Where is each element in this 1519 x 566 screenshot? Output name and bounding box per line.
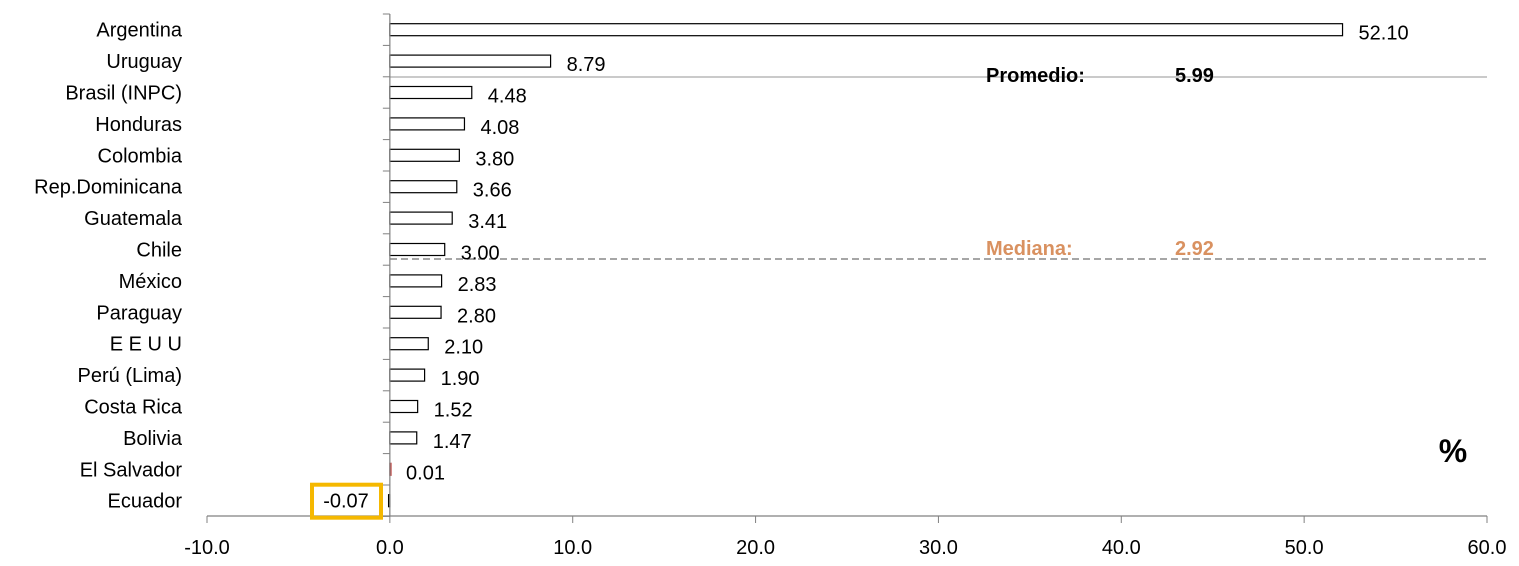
bar bbox=[389, 368, 426, 382]
value-label: 8.79 bbox=[567, 54, 606, 76]
value-label: 0.01 bbox=[406, 462, 445, 484]
tick-label: -10.0 bbox=[184, 537, 230, 559]
bar bbox=[389, 305, 442, 319]
tick-label: 30.0 bbox=[919, 537, 958, 559]
category-label: Bolivia bbox=[123, 428, 183, 450]
category-label: El Salvador bbox=[80, 459, 183, 481]
reference-lines: Promedio: 5.99 Mediana: 2.92 bbox=[390, 65, 1487, 260]
reference-line-value: 5.99 bbox=[1175, 65, 1214, 87]
tick-label: 10.0 bbox=[553, 537, 592, 559]
tick-label: 60.0 bbox=[1468, 537, 1507, 559]
bars bbox=[387, 23, 1344, 508]
category-label: Honduras bbox=[95, 114, 182, 136]
value-label: 1.90 bbox=[441, 368, 480, 390]
category-label: Colombia bbox=[98, 145, 183, 167]
category-label: Rep.Dominicana bbox=[34, 177, 183, 199]
value-label: 3.66 bbox=[473, 180, 512, 202]
category-label: Ecuador bbox=[108, 491, 183, 513]
value-label: 3.00 bbox=[461, 243, 500, 265]
category-label: Costa Rica bbox=[84, 397, 183, 419]
tick-label: 50.0 bbox=[1285, 537, 1324, 559]
tick-label: 0.0 bbox=[376, 537, 404, 559]
highlight-box bbox=[310, 482, 383, 520]
bar bbox=[389, 274, 443, 288]
tick-label: 40.0 bbox=[1102, 537, 1141, 559]
category-label: Paraguay bbox=[96, 302, 182, 324]
value-label: 3.41 bbox=[468, 211, 507, 233]
bar bbox=[389, 54, 552, 68]
value-label: 3.80 bbox=[475, 148, 514, 170]
category-label: Uruguay bbox=[106, 51, 182, 73]
category-label: E E U U bbox=[110, 334, 182, 356]
bar bbox=[389, 117, 466, 131]
value-label: 4.48 bbox=[488, 86, 527, 108]
value-label: 2.80 bbox=[457, 305, 496, 327]
bar bbox=[389, 23, 1344, 37]
tick-label: 20.0 bbox=[736, 537, 775, 559]
value-label: 4.08 bbox=[480, 117, 519, 139]
value-label: 2.10 bbox=[444, 337, 483, 359]
bar bbox=[389, 148, 460, 162]
category-label: Perú (Lima) bbox=[78, 365, 182, 387]
bar bbox=[389, 211, 453, 225]
bar bbox=[389, 85, 473, 100]
labels: Argentina 52.10 Uruguay 8.79 Brasil (INPC) 4.… bbox=[34, 20, 1409, 520]
category-label: Chile bbox=[136, 240, 182, 262]
value-label: -0.07 bbox=[323, 491, 369, 513]
value-label: 52.10 bbox=[1359, 23, 1409, 45]
reference-line-label: Mediana: bbox=[986, 238, 1073, 260]
bar bbox=[389, 337, 429, 351]
category-label: México bbox=[119, 271, 182, 293]
reference-line-value: 2.92 bbox=[1175, 238, 1214, 260]
bar bbox=[389, 399, 419, 414]
bar bbox=[389, 242, 446, 257]
value-label: 1.52 bbox=[434, 400, 473, 422]
axes: -10.0 0.0 10.0 20.0 30.0 40.0 50.0 60.0 bbox=[184, 13, 1507, 559]
bar bbox=[389, 180, 458, 194]
category-label: Argentina bbox=[96, 20, 182, 42]
reference-line-label: Promedio: bbox=[986, 65, 1085, 87]
category-label: Brasil (INPC) bbox=[65, 83, 182, 105]
category-label: Guatemala bbox=[84, 208, 183, 230]
value-label: 2.83 bbox=[458, 274, 497, 296]
value-label: 1.47 bbox=[433, 431, 472, 453]
bar bbox=[389, 431, 418, 445]
unit-label: % bbox=[1439, 433, 1467, 469]
